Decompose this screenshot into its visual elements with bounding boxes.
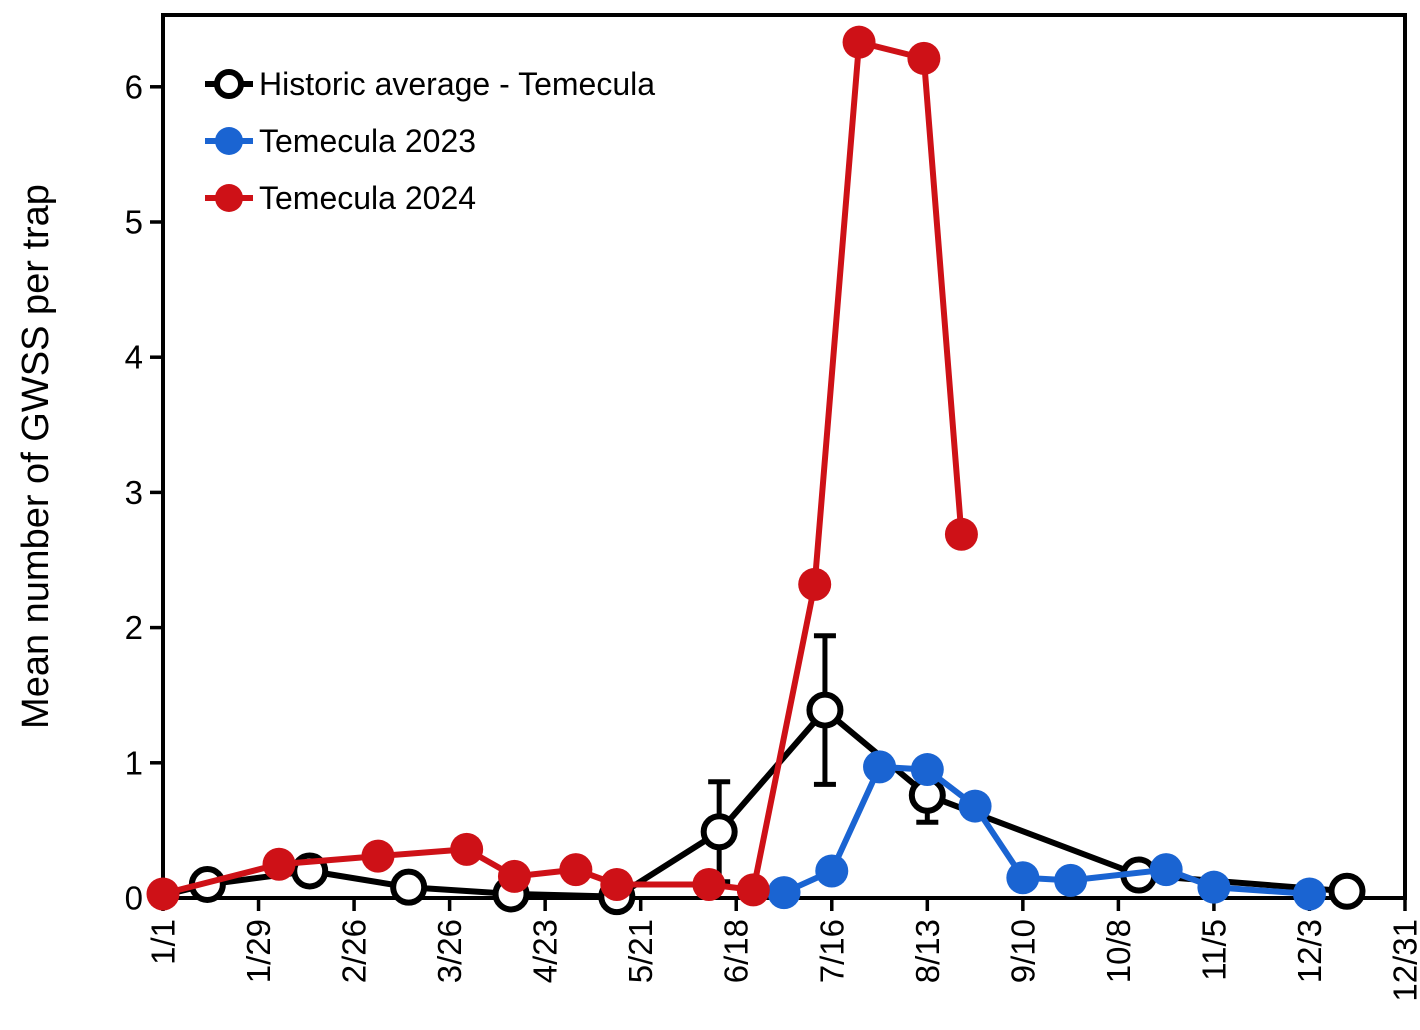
- x-axis-tick-label: 2/26: [336, 919, 373, 983]
- data-point-marker: [944, 517, 978, 551]
- x-axis: 1/1 1/29 2/26 3/26 4/23 5/21 6/18 7/16 8/13 9/10 1…: [145, 898, 1420, 1002]
- data-point-marker: [907, 41, 941, 75]
- series-temecula-2023: [767, 750, 1326, 911]
- data-point-marker: [450, 832, 484, 866]
- data-point-marker: [806, 691, 844, 729]
- data-point-marker: [497, 859, 531, 893]
- x-axis-tick-label: 5/21: [622, 919, 659, 983]
- open-circle-marker-icon: [214, 69, 244, 99]
- data-point-marker: [692, 867, 726, 901]
- x-axis-tick-label: 4/23: [527, 919, 564, 983]
- series-line: [160, 39, 965, 897]
- data-point-marker: [736, 873, 770, 907]
- data-point-marker: [559, 853, 593, 887]
- x-axis-tick-label: 1/29: [240, 919, 277, 983]
- legend-label: Temecula 2023: [259, 123, 476, 159]
- legend-item-historic-average-temecula: Historic average - Temecula: [205, 66, 655, 102]
- x-axis-tick-label: 10/8: [1100, 919, 1137, 983]
- data-point-marker: [910, 753, 944, 787]
- y-axis-tick-label: 4: [125, 339, 143, 376]
- data-point-marker: [863, 750, 897, 784]
- data-point-marker: [1054, 863, 1088, 897]
- y-axis-tick-label: 2: [125, 609, 143, 646]
- legend-label: Historic average - Temecula: [259, 66, 655, 102]
- data-point-marker: [1197, 870, 1231, 904]
- legend: Historic average - Temecula Temecula 2023…: [205, 66, 655, 216]
- data-point-marker: [146, 877, 180, 911]
- data-point-marker: [815, 854, 849, 888]
- y-axis-tick-label: 5: [125, 204, 143, 241]
- data-point-marker: [798, 567, 832, 601]
- y-axis: 0 1 2 3 4 5 6: [125, 68, 163, 917]
- x-axis-tick-label: 11/5: [1195, 919, 1232, 981]
- series-line: [781, 763, 1313, 897]
- data-point-marker: [1006, 861, 1040, 895]
- y-axis-tick-label: 3: [125, 474, 143, 511]
- data-point-marker: [361, 839, 395, 873]
- data-point-marker: [842, 25, 876, 59]
- x-axis-tick-label: 3/26: [431, 919, 468, 983]
- y-axis-title: Mean number of GWSS per trap: [15, 184, 57, 729]
- filled-circle-marker-icon: [215, 184, 243, 212]
- data-point-marker: [600, 867, 634, 901]
- series-temecula-2024: [146, 25, 978, 911]
- data-point-marker: [767, 876, 801, 910]
- legend-label: Temecula 2024: [259, 180, 476, 216]
- x-axis-tick-label: 6/18: [718, 919, 755, 983]
- legend-item-temecula-2023: Temecula 2023: [205, 123, 476, 159]
- data-point-marker: [1149, 853, 1183, 887]
- y-axis-tick-label: 6: [125, 68, 143, 105]
- data-point-marker: [262, 847, 296, 881]
- data-point-marker: [958, 789, 992, 823]
- y-axis-tick-label: 0: [125, 880, 143, 917]
- x-axis-tick-label: 12/3: [1291, 919, 1328, 983]
- data-point-marker: [1328, 872, 1366, 910]
- y-axis-tick-label: 1: [125, 744, 143, 781]
- legend-item-temecula-2024: Temecula 2024: [205, 180, 476, 216]
- data-point-marker: [390, 868, 428, 906]
- x-axis-tick-label: 9/10: [1004, 919, 1041, 983]
- x-axis-tick-label: 8/13: [909, 919, 946, 983]
- x-axis-tick-label: 7/16: [813, 919, 850, 983]
- x-axis-tick-label: 12/31: [1387, 919, 1420, 1002]
- data-point-marker: [700, 813, 738, 851]
- filled-circle-marker-icon: [215, 127, 243, 155]
- data-point-marker: [1292, 877, 1326, 911]
- x-axis-tick-label: 1/1: [145, 919, 182, 965]
